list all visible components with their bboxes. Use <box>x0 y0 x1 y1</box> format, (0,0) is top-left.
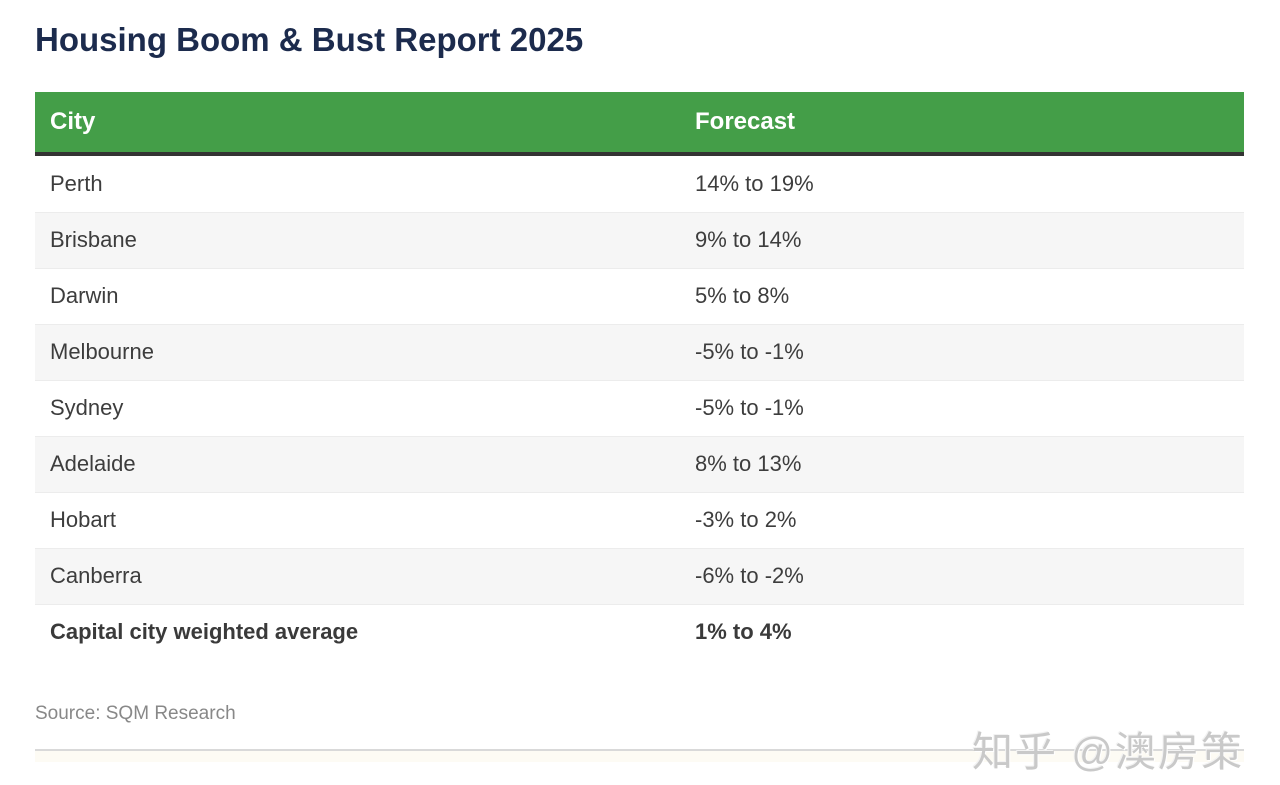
source-note: Source: SQM Research <box>35 702 236 724</box>
table-header-row: City Forecast <box>35 91 1244 156</box>
table-row: Darwin 5% to 8% <box>35 267 1244 324</box>
city-cell: Melbourne <box>50 339 154 365</box>
forecast-cell: -5% to -1% <box>695 395 804 421</box>
forecast-cell: -3% to 2% <box>695 507 797 533</box>
forecast-cell: 5% to 8% <box>695 283 790 309</box>
forecast-cell: 1% to 4% <box>695 619 792 645</box>
page: Housing Boom & Bust Report 2025 City For… <box>0 21 1280 785</box>
forecast-cell: 9% to 14% <box>695 227 802 253</box>
forecast-cell: 8% to 13% <box>695 451 802 477</box>
table-row: Canberra -6% to -2% <box>35 547 1244 604</box>
forecast-cell: 14% to 19% <box>695 170 814 196</box>
city-cell: Darwin <box>50 283 119 309</box>
city-cell: Sydney <box>50 395 124 421</box>
table-row: Hobart -3% to 2% <box>35 491 1244 548</box>
table-row: Sydney -5% to -1% <box>35 379 1244 436</box>
page-title: Housing Boom & Bust Report 2025 <box>35 21 584 58</box>
table-row: Adelaide 8% to 13% <box>35 435 1244 492</box>
column-header-city: City <box>50 107 96 135</box>
divider-line <box>35 748 1244 751</box>
city-cell: Capital city weighted average <box>50 619 359 645</box>
table-row: Capital city weighted average 1% to 4% <box>35 603 1244 660</box>
table-row: Perth 14% to 19% <box>35 155 1244 212</box>
table-row: Brisbane 9% to 14% <box>35 211 1244 268</box>
city-cell: Canberra <box>50 563 142 589</box>
city-cell: Adelaide <box>50 451 136 477</box>
city-cell: Perth <box>50 170 103 196</box>
forecast-cell: -6% to -2% <box>695 563 804 589</box>
table-body: Perth 14% to 19% Brisbane 9% to 14% Darwin 5%… <box>35 155 1244 660</box>
city-cell: Hobart <box>50 507 117 533</box>
forecast-table: City Forecast Perth 14% to 19% Brisbane 9% … <box>35 91 1244 660</box>
table-row: Melbourne -5% to -1% <box>35 323 1244 380</box>
city-cell: Brisbane <box>50 227 137 253</box>
column-header-forecast: Forecast <box>695 107 796 135</box>
bottom-band <box>35 750 1244 762</box>
forecast-cell: -5% to -1% <box>695 339 804 365</box>
